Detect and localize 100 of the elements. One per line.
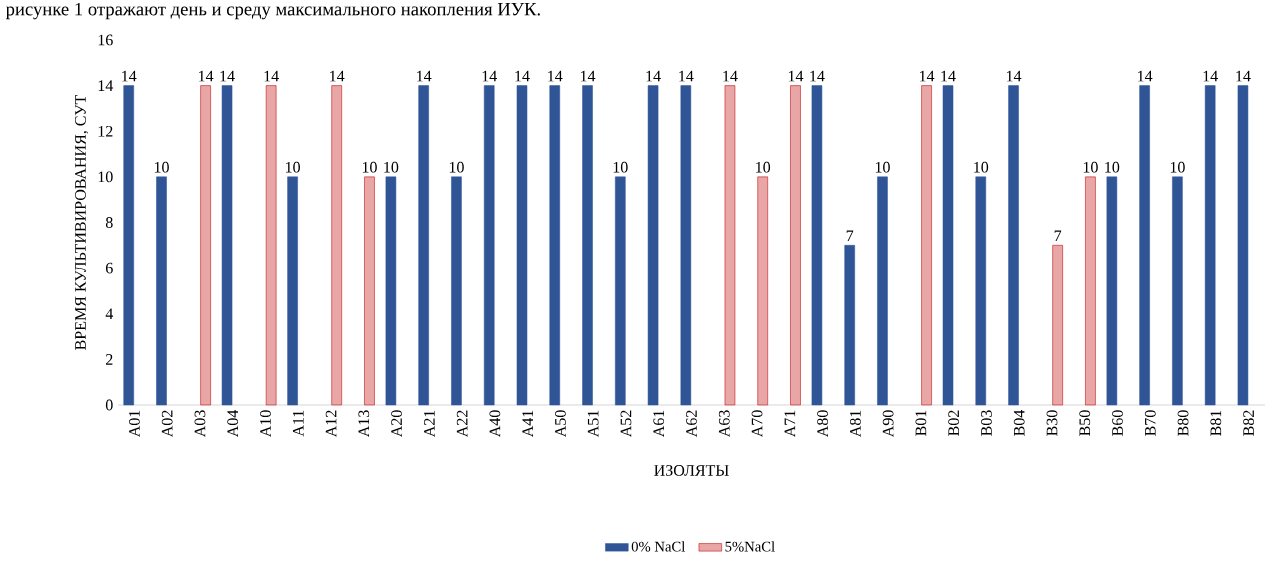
data-label: 10 [613, 161, 628, 173]
data-label: 14 [646, 70, 661, 82]
x-tick-label: A13 [358, 410, 370, 438]
data-label: 14 [1203, 70, 1218, 82]
x-tick-label: A04 [227, 409, 239, 438]
legend-label: 0% NaCl [631, 541, 686, 552]
data-label: 14 [941, 70, 956, 82]
bar [1008, 85, 1019, 406]
bar [790, 85, 801, 406]
x-tick-label: A41 [522, 410, 533, 438]
x-tick-label: A02 [161, 410, 173, 438]
data-label: 10 [449, 161, 464, 173]
legend-label: 5%NaCl [725, 541, 775, 552]
bar [451, 176, 462, 406]
x-tick-label: A71 [784, 410, 796, 438]
bar [516, 85, 528, 406]
x-tick-label: A70 [751, 410, 763, 438]
data-label: 10 [974, 161, 989, 173]
bar [123, 85, 134, 406]
data-label: 14 [264, 70, 279, 82]
x-tick-label: B70 [1144, 410, 1156, 436]
bar [265, 85, 277, 406]
bar [1085, 176, 1096, 406]
y-tick-label: 10 [98, 171, 113, 183]
bar [331, 85, 342, 406]
y-tick-label: 14 [98, 80, 114, 91]
x-tick-label: A50 [555, 410, 566, 438]
bar [647, 85, 659, 406]
y-tick-label: 12 [98, 125, 113, 137]
data-label: 7 [1054, 230, 1062, 242]
x-tick-label: A40 [489, 410, 501, 438]
data-label: 14 [919, 70, 935, 82]
x-tick-label: A61 [653, 410, 665, 438]
x-tick-label: A21 [424, 410, 435, 438]
bar [1052, 245, 1063, 406]
bar [287, 176, 298, 406]
bar [1106, 176, 1118, 406]
bar [942, 85, 954, 406]
data-label: 10 [1105, 161, 1120, 173]
x-tick-label: A62 [686, 410, 697, 438]
bar [364, 176, 375, 406]
bar [724, 85, 736, 406]
x-tick-label: A11 [292, 410, 304, 437]
data-label: 14 [679, 70, 694, 82]
x-tick-label: A01 [129, 410, 140, 438]
bar [483, 85, 495, 406]
x-tick-label: B02 [948, 410, 960, 436]
bar [156, 176, 167, 406]
bar [811, 85, 823, 406]
data-label: 14 [1236, 70, 1251, 82]
data-label: 14 [723, 70, 738, 82]
bar [1204, 85, 1216, 406]
data-label: 10 [384, 161, 399, 173]
bar [615, 176, 626, 406]
bar [1237, 85, 1249, 406]
x-tick-label: A20 [391, 410, 402, 438]
x-tick-label: B50 [1079, 410, 1091, 436]
data-label: 14 [220, 70, 235, 82]
x-tick-label: A80 [817, 410, 828, 438]
data-label: 14 [548, 70, 563, 82]
bar [1139, 85, 1150, 406]
data-label: 14 [482, 70, 497, 82]
y-tick-label: 8 [105, 217, 113, 228]
data-label: 10 [1170, 161, 1185, 173]
data-label: 10 [875, 161, 890, 173]
data-label: 14 [1006, 70, 1022, 82]
data-label: 10 [1083, 161, 1098, 173]
x-tick-label: B01 [915, 410, 927, 436]
data-label: 14 [788, 70, 804, 82]
text: рисунке 1 отражают день и среду максимального накопления ИУК. [5, 2, 540, 20]
data-label: 14 [810, 70, 825, 82]
data-label: 14 [417, 70, 432, 82]
data-label: 10 [362, 161, 377, 173]
bar [221, 85, 233, 406]
x-tick-label: A10 [260, 410, 271, 438]
x-tick-label: B03 [981, 410, 992, 436]
bar [1172, 176, 1183, 406]
x-axis-title: ИЗОЛЯТЫ [654, 465, 729, 476]
data-label: 10 [756, 161, 771, 173]
data-label: 14 [515, 70, 530, 82]
y-tick-label: 0 [105, 399, 113, 411]
y-tick-label: 2 [106, 354, 113, 365]
bar [418, 85, 429, 406]
data-label: 14 [199, 70, 214, 82]
bar [921, 85, 932, 406]
data-label: 14 [122, 70, 137, 82]
x-tick-label: B81 [1210, 410, 1222, 436]
x-tick-label: B80 [1177, 410, 1189, 436]
bar [385, 176, 397, 406]
data-label: 10 [154, 161, 169, 173]
bar [844, 245, 855, 406]
y-tick-label: 6 [105, 262, 113, 274]
bar [975, 176, 987, 406]
x-tick-label: A03 [194, 410, 206, 438]
bar [582, 85, 593, 406]
x-tick-label: A51 [587, 410, 599, 438]
x-tick-label: A12 [325, 410, 337, 438]
x-tick-label: B82 [1243, 410, 1254, 436]
x-tick-label: B30 [1046, 410, 1058, 436]
y-axis-title: ВРЕМЯ КУЛЬТИВИРОВАНИЯ, СУТ [75, 94, 89, 350]
